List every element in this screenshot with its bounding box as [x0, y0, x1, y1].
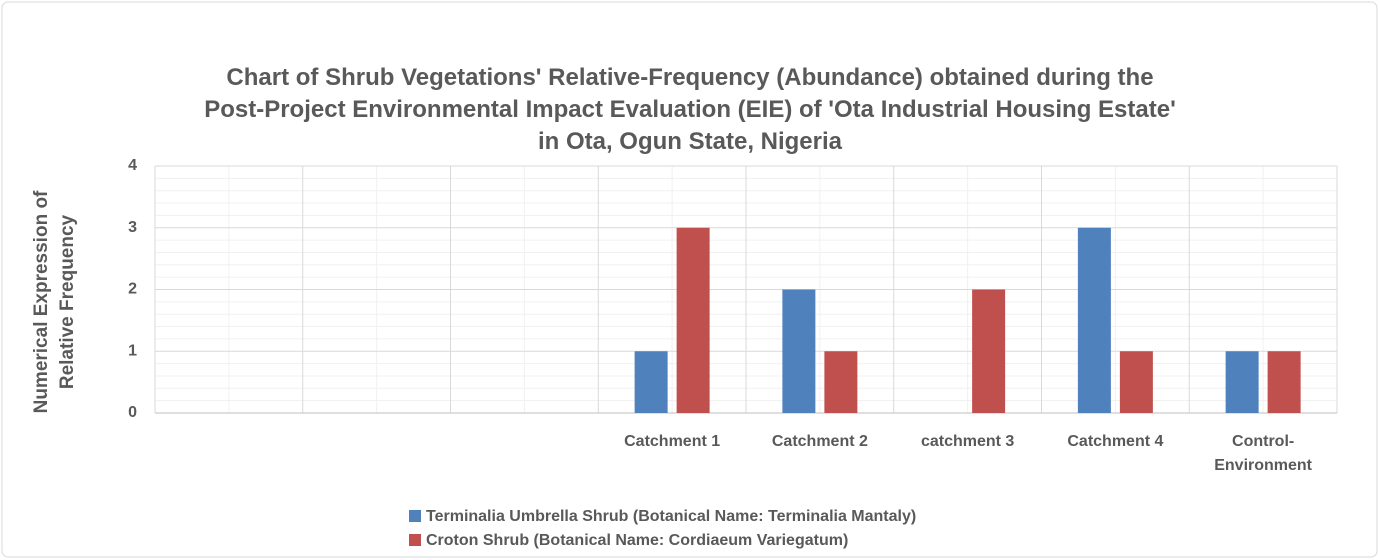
y-tick-label: 4 — [128, 157, 137, 174]
bar — [1225, 351, 1259, 413]
y-tick-label: 3 — [128, 219, 137, 236]
legend-label: Terminalia Umbrella Shrub (Botanical Nam… — [426, 508, 917, 525]
legend-swatch — [409, 510, 421, 522]
y-axis-label: Numerical Expression of Relative Frequen… — [31, 190, 78, 414]
x-tick-label: catchment 3 — [920, 433, 1015, 450]
bar — [1077, 227, 1111, 413]
y-tick-label: 0 — [128, 404, 137, 421]
bar — [676, 227, 710, 413]
legend-swatch — [409, 534, 421, 546]
bar — [634, 351, 668, 413]
bar — [972, 289, 1006, 413]
legend-entry: Croton Shrub (Botanical Name: Cordiaeum … — [409, 532, 848, 550]
legend-label: Croton Shrub (Botanical Name: Cordiaeum … — [426, 532, 849, 549]
x-tick-label: Catchment 1 — [624, 433, 721, 450]
x-tick-label: Catchment 4 — [1067, 433, 1164, 450]
x-tick-label: Control-Environment — [1214, 433, 1313, 474]
chart-title: Chart of Shrub Vegetations' Relative-Fre… — [204, 64, 1176, 155]
bar — [824, 351, 858, 413]
bar — [1267, 351, 1301, 413]
bar — [1119, 351, 1153, 413]
bar — [782, 289, 816, 413]
y-tick-label: 1 — [128, 342, 137, 359]
y-tick-label: 2 — [128, 281, 137, 298]
x-tick-label: Catchment 2 — [771, 433, 868, 450]
legend-entry: Terminalia Umbrella Shrub (Botanical Nam… — [409, 508, 916, 526]
